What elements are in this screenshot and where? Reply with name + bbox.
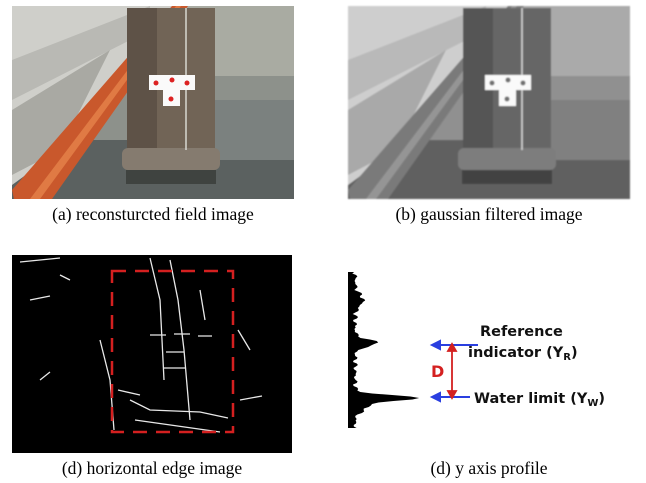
water-subscript: W	[587, 398, 598, 409]
indicator-text: indicator (Y	[468, 345, 564, 361]
profile-plot: Reference indicator (YR) D Water limit (…	[348, 272, 605, 428]
profile-signal	[348, 272, 419, 428]
water-close: )	[598, 391, 605, 407]
indicator-label: indicator (YR)	[468, 345, 578, 363]
caption: (b) gaussian filtered image	[395, 204, 582, 224]
caption: (d) y axis profile	[430, 458, 547, 478]
caption: (d) horizontal edge image	[62, 458, 243, 478]
figure: Reference indicator (YR) D Water limit (…	[0, 0, 646, 483]
indicator-close: )	[571, 345, 578, 361]
water-text: Water limit (Y	[474, 391, 588, 407]
caption: (a) reconsturcted field image	[52, 204, 254, 224]
filtered-image	[348, 6, 630, 199]
edge-image	[12, 255, 292, 453]
field-image	[12, 6, 294, 199]
distance-label: D	[431, 362, 444, 381]
reference-label: Reference	[480, 324, 563, 340]
water-label: Water limit (YW)	[474, 391, 605, 409]
